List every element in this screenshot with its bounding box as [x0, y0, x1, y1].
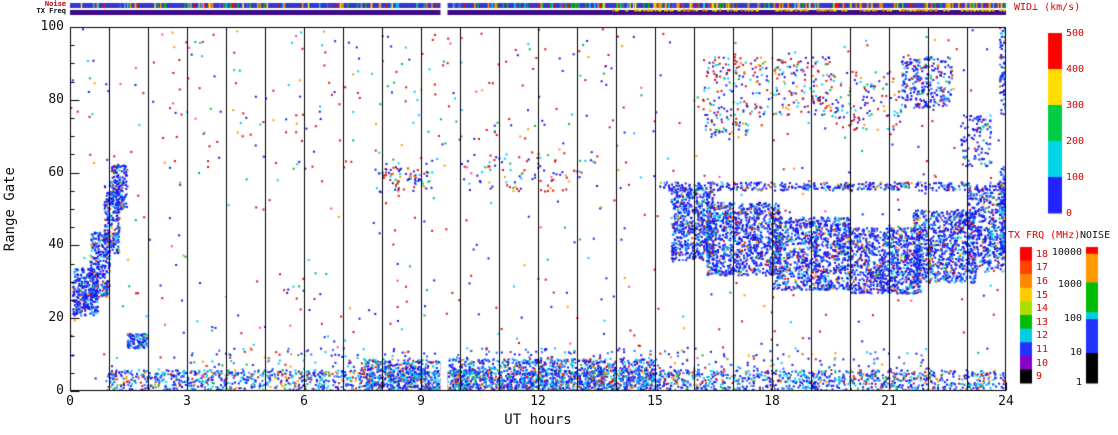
y-tick-label: 60	[48, 165, 64, 180]
txfrq-colorbar-tick: 16	[1036, 276, 1049, 287]
x-tick-label: 9	[417, 394, 425, 409]
wid-colorbar-tick: 0	[1066, 208, 1073, 219]
x-tick-label: 21	[881, 394, 897, 409]
txfrq-colorbar-tick: 9	[1036, 371, 1043, 382]
x-tick-label: 24	[998, 394, 1014, 409]
y-tick-label: 100	[40, 19, 64, 34]
noise-colorbar-tick: 1000	[1057, 279, 1082, 290]
noise-colorbar-tick: 1	[1075, 377, 1082, 388]
txfrq-colorbar-tick: 11	[1036, 344, 1049, 355]
txfrq-colorbar-tick: 15	[1036, 290, 1049, 301]
x-tick-label: 3	[183, 394, 191, 409]
txfrq-colorbar-tick: 17	[1036, 262, 1049, 273]
noise-colorbar-tick: 100	[1063, 313, 1082, 324]
wid-colorbar-tick: 200	[1066, 136, 1085, 147]
txfrq-colorbar-tick: 10	[1036, 358, 1049, 369]
wid-colorbar-title: WID⊥ (km/s)	[1014, 2, 1081, 13]
noise-colorbar-tick: 10000	[1051, 247, 1082, 258]
y-tick-label: 0	[56, 383, 64, 398]
txfrq-colorbar-tick: 12	[1036, 330, 1049, 341]
y-tick-label: 80	[48, 92, 64, 107]
txfrq-colorbar-tick: 14	[1036, 303, 1049, 314]
y-axis-label: Range Gate	[2, 166, 18, 252]
x-tick-label: 15	[647, 394, 663, 409]
x-tick-label: 12	[530, 394, 546, 409]
txfrq-colorbar-title: TX FRQ (MHz)	[1008, 230, 1081, 241]
noise-colorbar-tick: 10	[1069, 347, 1082, 358]
txfrq-colorbar-tick: 18	[1036, 249, 1049, 260]
y-tick-label: 20	[48, 310, 64, 325]
wid-colorbar-tick: 100	[1066, 172, 1085, 183]
noise-colorbar-title: NOISE	[1080, 230, 1111, 241]
x-tick-label: 6	[300, 394, 308, 409]
noise-strip-label: Noise	[44, 0, 66, 8]
txfreq-strip-label: TX Freq	[36, 7, 66, 15]
x-tick-label: 0	[66, 394, 74, 409]
y-tick-label: 40	[48, 237, 64, 252]
wid-colorbar-tick: 400	[1066, 64, 1085, 75]
wid-colorbar-tick: 300	[1066, 100, 1085, 111]
x-tick-label: 18	[764, 394, 780, 409]
txfrq-colorbar-tick: 13	[1036, 317, 1049, 328]
wid-colorbar-tick: 500	[1066, 28, 1085, 39]
x-axis-label: UT hours	[504, 412, 572, 428]
